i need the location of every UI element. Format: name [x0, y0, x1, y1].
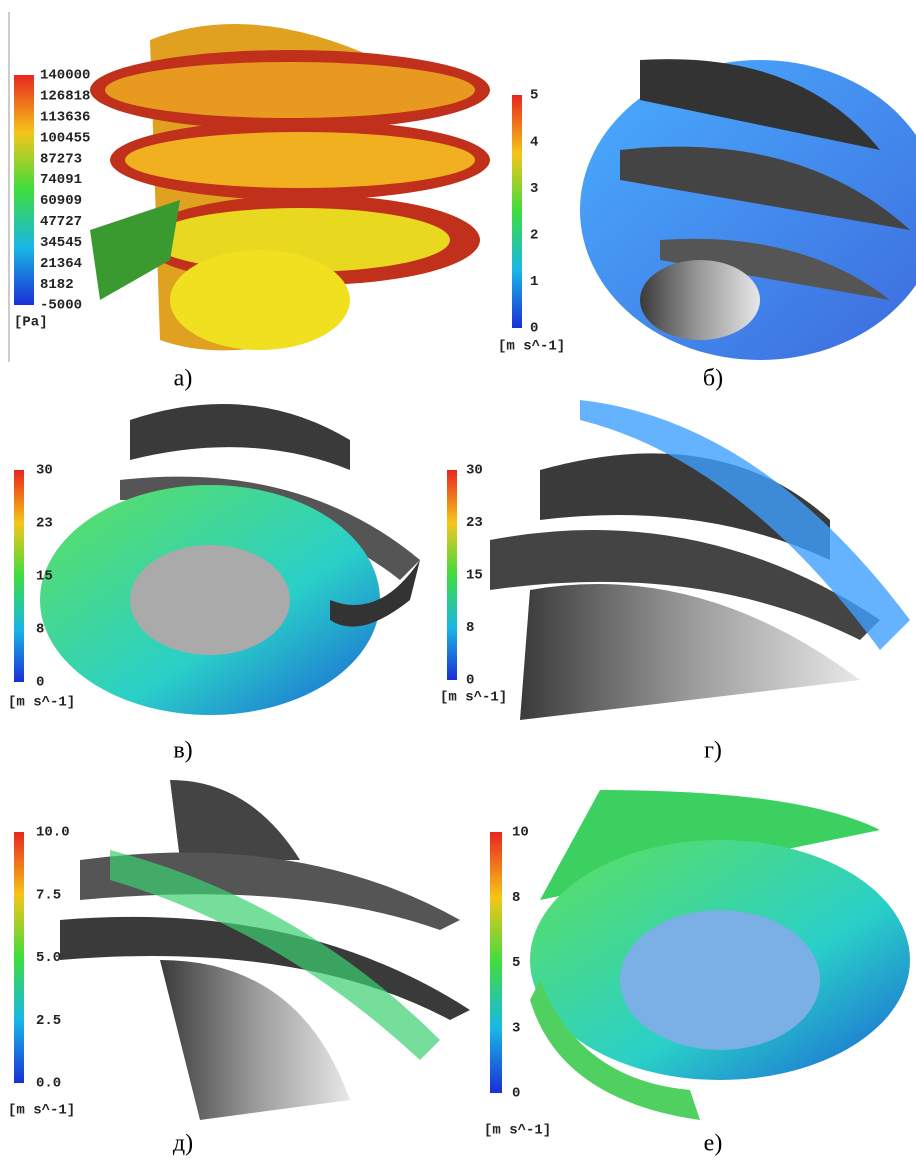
colorbar-tick: 126818 [40, 89, 90, 105]
colorbar-tick: 60909 [40, 193, 82, 209]
colorbar-tick: 140000 [40, 68, 90, 84]
panel-caption: б) [703, 366, 723, 392]
colorbar-tick: 5 [530, 88, 538, 104]
colorbar-tick: 7.5 [36, 887, 61, 903]
colorbar-unit: [m s^-1] [440, 690, 507, 706]
panel-caption: е) [704, 1131, 723, 1157]
colorbar-tick: 8 [36, 622, 44, 638]
colorbar-tick: 8 [466, 620, 474, 636]
colorbar-tick: 4 [530, 134, 538, 150]
colorbar-unit: [m s^-1] [8, 695, 75, 711]
colorbar-tick: 3 [530, 181, 538, 197]
colorbar-tick: 23 [36, 516, 53, 532]
colorbar-tick: 2 [530, 228, 538, 244]
colorbar [14, 832, 24, 1083]
panel-c-image [40, 404, 420, 715]
colorbar-unit: [m s^-1] [8, 1103, 75, 1119]
colorbar-tick: 74091 [40, 172, 82, 188]
colorbar-tick: 34545 [40, 235, 82, 251]
colorbar-tick: 0 [36, 675, 44, 691]
colorbar-unit: [Pa] [14, 315, 48, 331]
colorbar [14, 75, 34, 305]
colorbar-unit: [m s^-1] [498, 339, 565, 355]
panel-d-image [490, 400, 910, 720]
colorbar-tick: 15 [36, 569, 53, 585]
colorbar-tick: -5000 [40, 298, 82, 314]
colorbar-tick: 30 [466, 463, 483, 479]
colorbar-tick: 5 [512, 955, 520, 971]
panel-e-image [60, 780, 470, 1120]
panel-f-image [530, 790, 910, 1120]
colorbar-tick: 30 [36, 463, 53, 479]
colorbar-tick: 3 [512, 1020, 520, 1036]
colorbar-tick: 21364 [40, 256, 82, 272]
colorbar-tick: 8 [512, 890, 520, 906]
colorbar-tick: 113636 [40, 110, 90, 126]
colorbar [447, 470, 457, 680]
colorbar [490, 832, 502, 1093]
colorbar-tick: 1 [530, 274, 538, 290]
colorbar-tick: 0 [466, 673, 474, 689]
colorbar-unit: [m s^-1] [484, 1123, 551, 1139]
colorbar-tick: 23 [466, 515, 483, 531]
colorbar-tick: 10.0 [36, 825, 70, 841]
colorbar-tick: 5.0 [36, 950, 61, 966]
colorbar [512, 95, 522, 328]
figure: 1400001268181136361004558727374091609094… [0, 0, 916, 1161]
colorbar-tick: 100455 [40, 130, 90, 146]
colorbar-tick: 0 [512, 1086, 520, 1102]
panel-b-image [580, 59, 916, 360]
colorbar-tick: 10 [512, 825, 529, 841]
panel-caption: г) [704, 738, 722, 764]
colorbar-tick: 0.0 [36, 1076, 61, 1092]
colorbar-tick: 15 [466, 568, 483, 584]
colorbar-tick: 2.5 [36, 1013, 61, 1029]
panel-caption: в) [173, 738, 192, 764]
panel-caption: а) [174, 366, 193, 392]
colorbar [14, 470, 24, 682]
colorbar-tick: 87273 [40, 151, 82, 167]
colorbar-tick: 0 [530, 321, 538, 337]
colorbar-tick: 47727 [40, 214, 82, 230]
panel-caption: д) [173, 1131, 193, 1157]
colorbar-tick: 8182 [40, 277, 74, 293]
